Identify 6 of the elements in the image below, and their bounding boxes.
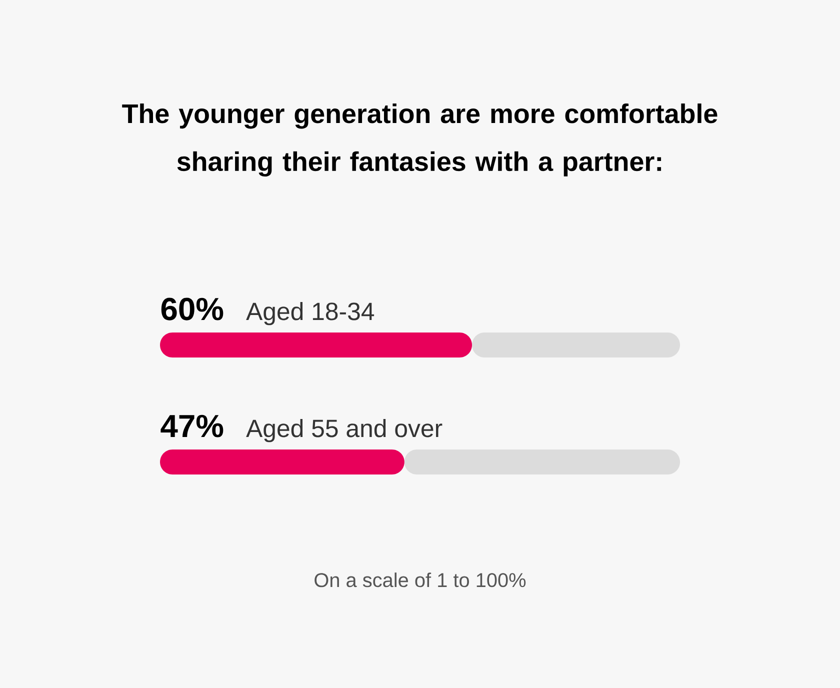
y-tick-label: Aged 18-34	[246, 302, 374, 326]
text: On a scale of 1 to 100%	[314, 572, 526, 588]
y-tick-label: Aged 55 and over	[246, 418, 442, 442]
data-label: 47%	[160, 414, 224, 438]
chart-title: The younger generation are more comfortable sharing their fantasies with a partner:	[122, 104, 718, 177]
data-label: 60%	[161, 298, 224, 320]
